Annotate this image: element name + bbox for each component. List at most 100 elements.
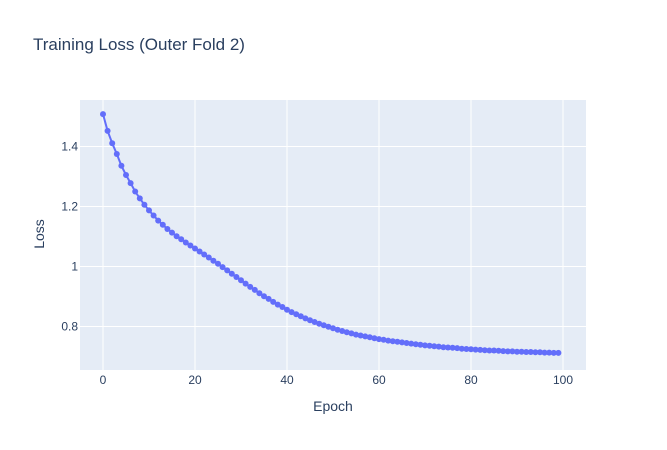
loss-point — [182, 239, 189, 246]
loss-point — [426, 342, 433, 349]
x-tick-label: 80 — [464, 373, 478, 387]
loss-point — [527, 349, 534, 355]
loss-point — [302, 315, 309, 322]
loss-point — [334, 326, 341, 333]
chart-title: Training Loss (Outer Fold 2) — [33, 35, 245, 54]
loss-point — [518, 348, 525, 355]
loss-point — [532, 349, 539, 356]
loss-point — [159, 221, 166, 228]
loss-point — [205, 254, 212, 261]
loss-point — [123, 172, 129, 178]
loss-point — [293, 311, 300, 318]
loss-point — [201, 251, 208, 258]
loss-point — [136, 195, 143, 202]
grid-lines — [80, 100, 586, 370]
loss-point — [155, 217, 162, 224]
loss-point — [371, 335, 378, 342]
x-tick-label: 60 — [372, 373, 386, 387]
y-tick-label: 1 — [71, 260, 78, 274]
loss-point — [104, 127, 111, 134]
loss-point — [500, 348, 507, 355]
loss-point — [477, 346, 484, 353]
y-tick-label: 1.4 — [61, 140, 78, 154]
loss-point — [113, 151, 120, 157]
loss-point — [376, 336, 382, 343]
loss-point — [141, 201, 148, 208]
loss-point — [164, 226, 171, 232]
loss-point — [270, 298, 277, 305]
loss-point — [339, 328, 346, 334]
loss-point — [242, 280, 249, 287]
loss-point — [348, 330, 355, 337]
x-tick-label: 20 — [188, 373, 202, 387]
y-tick-label: 1.2 — [61, 200, 78, 214]
loss-point — [458, 345, 465, 352]
loss-point — [288, 309, 295, 316]
loss-point — [192, 245, 198, 252]
loss-point — [463, 346, 470, 352]
loss-point — [394, 338, 401, 345]
loss-point — [219, 264, 226, 271]
loss-point — [353, 331, 359, 338]
x-axis-title: Epoch — [313, 398, 353, 414]
loss-point — [118, 162, 125, 169]
x-tick-label: 40 — [280, 373, 294, 387]
loss-point — [468, 346, 474, 353]
loss-point — [178, 236, 185, 243]
loss-point — [210, 257, 217, 264]
loss-point — [431, 343, 438, 350]
loss-point — [495, 347, 502, 354]
x-tick-label: 100 — [553, 373, 573, 387]
loss-point — [435, 343, 442, 350]
loss-point — [504, 348, 511, 355]
loss-point — [320, 322, 327, 329]
loss-point — [417, 341, 424, 348]
plot-area — [80, 100, 586, 370]
loss-point — [150, 212, 157, 219]
loss-point — [403, 340, 410, 346]
loss-point — [127, 180, 134, 187]
loss-point — [307, 317, 313, 324]
loss-point — [440, 344, 447, 351]
loss-point — [555, 349, 562, 356]
loss-point — [228, 270, 235, 277]
x-axis-ticks: 0 20 40 60 80 100 — [100, 373, 574, 387]
loss-point — [297, 313, 304, 320]
loss-point — [481, 347, 488, 354]
loss-point — [196, 248, 203, 255]
loss-point — [224, 267, 231, 274]
loss-point — [215, 260, 221, 267]
loss-point — [284, 306, 290, 313]
y-axis-title: Loss — [31, 219, 47, 249]
loss-point — [169, 229, 175, 236]
loss-point — [509, 348, 516, 355]
loss-point — [146, 207, 152, 214]
loss-point — [265, 295, 272, 302]
loss-point — [274, 301, 281, 308]
loss-point — [173, 233, 180, 240]
loss-point — [251, 286, 258, 293]
loss-point — [537, 349, 543, 356]
loss-point — [523, 349, 530, 355]
loss-point — [546, 349, 553, 356]
loss-point — [316, 320, 323, 327]
loss-point — [343, 329, 350, 336]
loss-point — [412, 341, 419, 348]
loss-point — [247, 283, 254, 290]
loss-point — [187, 242, 194, 249]
loss-point — [100, 111, 106, 118]
loss-point — [279, 304, 286, 310]
loss-point — [399, 339, 405, 346]
loss-point — [389, 338, 396, 345]
loss-point — [132, 188, 139, 195]
loss-point — [454, 345, 461, 352]
loss-point — [238, 277, 244, 284]
loss-point — [330, 325, 336, 332]
y-axis-ticks: 0.8 1 1.2 1.4 — [61, 140, 78, 334]
loss-point — [256, 290, 263, 297]
loss-point — [366, 334, 373, 341]
y-tick-label: 0.8 — [61, 320, 78, 334]
loss-point — [261, 293, 267, 300]
loss-point — [449, 344, 456, 351]
